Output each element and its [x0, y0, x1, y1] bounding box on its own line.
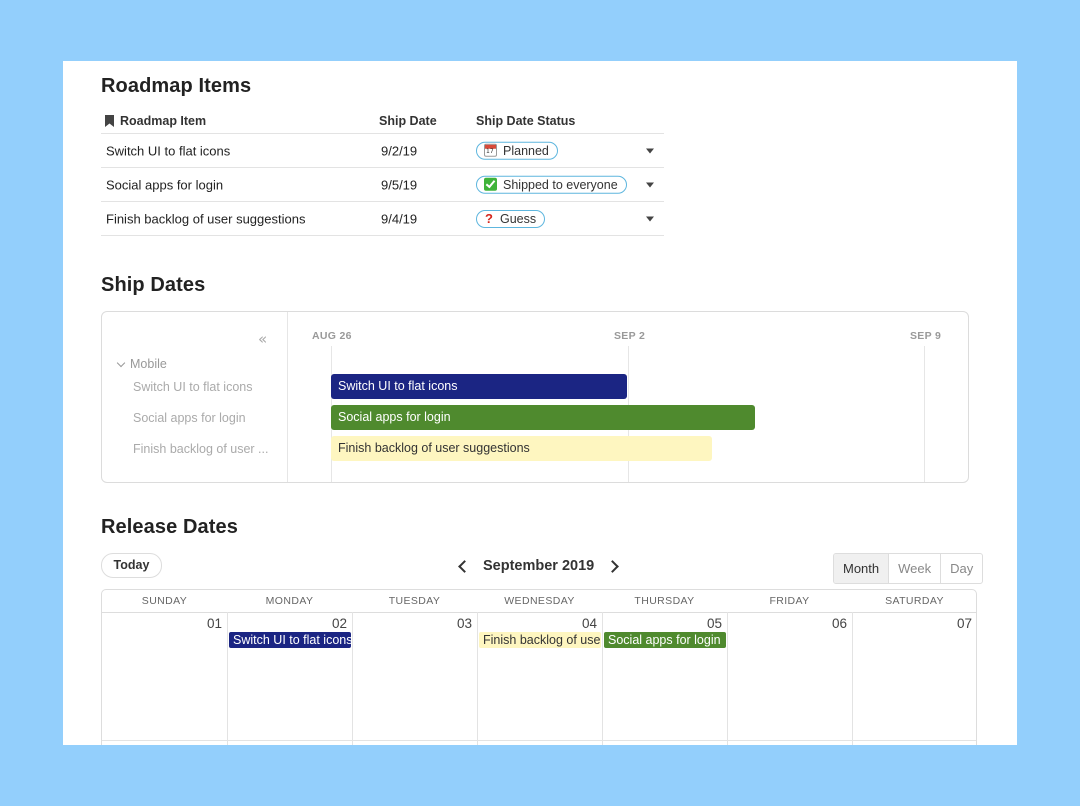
status-badge[interactable]: Planned — [476, 141, 558, 160]
timeline-bar[interactable]: Social apps for login — [331, 405, 755, 430]
dropdown-caret-icon[interactable] — [646, 182, 654, 187]
weekday-label: TUESDAY — [388, 595, 441, 607]
view-week-button[interactable]: Week — [888, 554, 940, 583]
column-header-status[interactable]: Ship Date Status — [476, 114, 576, 128]
week-divider — [102, 740, 976, 741]
table-row[interactable]: Finish backlog of user suggestions 9/4/1… — [101, 202, 664, 236]
dropdown-caret-icon[interactable] — [646, 148, 654, 153]
day-divider — [602, 612, 603, 745]
timeline-title: Ship Dates — [101, 274, 206, 296]
weekday-label: WEDNESDAY — [504, 595, 575, 607]
table-row[interactable]: Switch UI to flat icons 9/2/19 Planned — [101, 134, 664, 168]
view-day-button[interactable]: Day — [940, 554, 982, 583]
weekday-header: SUNDAY MONDAY TUESDAY WEDNESDAY THURSDAY… — [102, 590, 976, 613]
day-divider — [477, 612, 478, 745]
timeline-group-toggle[interactable]: Mobile — [116, 357, 167, 371]
day-divider — [852, 612, 853, 745]
calendar-event[interactable]: Finish backlog of user suggestions — [479, 632, 601, 648]
timeline-bar[interactable]: Finish backlog of user suggestions — [331, 436, 712, 461]
status-select[interactable]: Shipped to everyone — [476, 175, 627, 194]
roadmap-title: Roadmap Items — [101, 75, 252, 97]
timeline-sidebar-item[interactable]: Switch UI to flat icons — [133, 380, 253, 394]
day-divider — [227, 612, 228, 745]
day-number[interactable]: 07 — [956, 616, 972, 631]
timeline-sidebar-item[interactable]: Social apps for login — [133, 411, 246, 425]
table-header: Roadmap Item Ship Date Ship Date Status — [101, 109, 664, 134]
chevron-right-icon[interactable] — [606, 559, 620, 573]
chevron-down-icon — [116, 358, 126, 367]
month-label: September 2019 — [483, 558, 595, 574]
timeline-date-label: AUG 26 — [312, 330, 352, 342]
calendar-event[interactable]: Switch UI to flat icons — [229, 632, 351, 648]
weekday-label: SATURDAY — [885, 595, 944, 607]
collapse-sidebar-icon[interactable]: « — [258, 330, 268, 348]
chevron-left-icon[interactable] — [458, 559, 471, 573]
row-date: 9/4/19 — [381, 211, 418, 226]
timeline-date-label: SEP 2 — [614, 330, 646, 342]
calendar-icon — [484, 143, 497, 157]
day-number[interactable]: 06 — [831, 616, 847, 631]
column-header-item[interactable]: Roadmap Item — [105, 114, 206, 128]
status-select[interactable]: Planned — [476, 141, 558, 160]
row-date: 9/2/19 — [381, 143, 418, 158]
row-date: 9/5/19 — [381, 177, 418, 192]
weekday-label: MONDAY — [265, 595, 314, 607]
row-item: Social apps for login — [106, 177, 224, 192]
today-button[interactable]: Today — [101, 553, 162, 578]
day-divider — [352, 612, 353, 745]
status-label: Guess — [500, 211, 537, 226]
table-row[interactable]: Social apps for login 9/5/19 Shipped to … — [101, 168, 664, 202]
timeline-view: « Mobile Switch UI to flat icons Social … — [101, 311, 969, 483]
day-number[interactable]: 01 — [206, 616, 222, 631]
calendar-event[interactable]: Social apps for login — [604, 632, 726, 648]
row-item: Switch UI to flat icons — [106, 143, 231, 158]
roadmap-table: Roadmap Item Ship Date Ship Date Status … — [101, 109, 664, 236]
status-label: Planned — [503, 143, 549, 158]
dropdown-caret-icon[interactable] — [646, 216, 654, 221]
column-header-label: Roadmap Item — [120, 114, 207, 128]
day-number[interactable]: 05 — [706, 616, 722, 631]
question-icon: ? — [485, 211, 493, 226]
bookmark-icon — [105, 115, 114, 127]
calendar-title: Release Dates — [101, 516, 238, 538]
row-item: Finish backlog of user suggestions — [106, 211, 306, 226]
day-number[interactable]: 03 — [456, 616, 472, 631]
column-header-date[interactable]: Ship Date — [379, 114, 437, 128]
timeline-sidebar: « Mobile Switch UI to flat icons Social … — [102, 312, 288, 482]
timeline-sidebar-item[interactable]: Finish backlog of user ... — [133, 442, 269, 456]
status-label: Shipped to everyone — [503, 177, 618, 192]
view-month-button[interactable]: Month — [834, 554, 889, 583]
day-number[interactable]: 02 — [331, 616, 347, 631]
status-select[interactable]: ? Guess — [476, 209, 546, 228]
weekday-label: FRIDAY — [769, 595, 810, 607]
day-divider — [727, 612, 728, 745]
status-badge[interactable]: Shipped to everyone — [476, 175, 627, 194]
check-icon — [484, 177, 497, 191]
month-navigator: September 2019 — [458, 558, 620, 574]
view-switcher: Month Week Day — [833, 553, 984, 584]
weekday-label: SUNDAY — [141, 595, 188, 607]
month-calendar: SUNDAY MONDAY TUESDAY WEDNESDAY THURSDAY… — [101, 589, 977, 745]
status-badge[interactable]: ? Guess — [476, 209, 546, 228]
timeline-group-label: Mobile — [130, 357, 167, 371]
weekday-label: THURSDAY — [634, 595, 695, 607]
timeline-gridline — [924, 346, 925, 482]
timeline-date-label: SEP 9 — [910, 330, 942, 342]
page-card: Roadmap Items Roadmap Item Ship Date Shi… — [63, 61, 1017, 745]
day-number[interactable]: 04 — [581, 616, 597, 631]
timeline-bar[interactable]: Switch UI to flat icons — [331, 374, 627, 399]
